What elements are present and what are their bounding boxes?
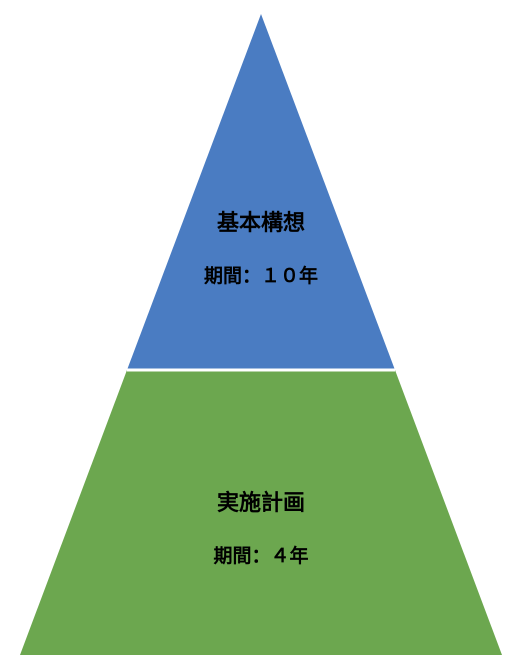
tier-top-title: 基本構想 xyxy=(217,210,305,235)
pyramid-diagram: 基本構想期間：１０年実施計画期間：４年 xyxy=(0,0,522,664)
tier-bottom-subtitle: 期間：４年 xyxy=(213,544,308,567)
tier-top-subtitle: 期間：１０年 xyxy=(204,264,318,287)
tier-bottom-title: 実施計画 xyxy=(217,490,305,515)
